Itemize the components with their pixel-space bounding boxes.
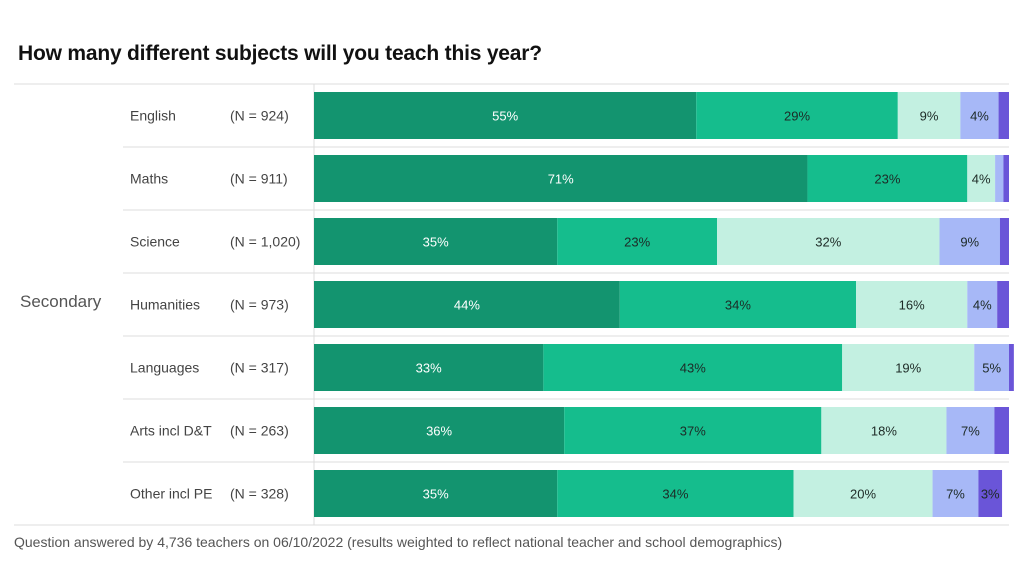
- bar-segment: [821, 407, 947, 454]
- footnote: Question answered by 4,736 teachers on 0…: [14, 534, 783, 550]
- data-label: 9%: [920, 109, 939, 124]
- data-label: 16%: [899, 298, 925, 313]
- data-label: 19%: [895, 361, 921, 376]
- bar-segment: [995, 155, 1004, 202]
- data-label: 18%: [871, 424, 897, 439]
- bar-segment: [974, 344, 1009, 391]
- bar-segment: [314, 281, 620, 328]
- category-label: Other incl PE: [130, 486, 212, 502]
- bar-segment: [314, 407, 565, 454]
- bar-segment: [619, 281, 857, 328]
- bar-segment: [932, 470, 979, 517]
- bar-segment: [314, 470, 558, 517]
- bar-segment: [314, 155, 808, 202]
- category-label: Science: [130, 234, 180, 250]
- bar-segment: [543, 344, 843, 391]
- category-label: English: [130, 108, 176, 124]
- bar-segment: [960, 92, 999, 139]
- chart-title: How many different subjects will you tea…: [18, 42, 542, 65]
- data-label: 35%: [423, 235, 449, 250]
- data-label: 4%: [972, 172, 991, 187]
- data-label: 9%: [960, 235, 979, 250]
- n-label: (N = 263): [230, 423, 289, 439]
- bar-segment: [997, 281, 1009, 328]
- data-label: 35%: [423, 487, 449, 502]
- bar-segment: [696, 92, 898, 139]
- n-label: (N = 924): [230, 108, 289, 124]
- data-label: 29%: [784, 109, 810, 124]
- data-label: 36%: [426, 424, 452, 439]
- n-label: (N = 317): [230, 360, 289, 376]
- category-label: Humanities: [130, 297, 200, 313]
- bar-segment: [807, 155, 968, 202]
- data-label: 33%: [416, 361, 442, 376]
- data-label: 20%: [850, 487, 876, 502]
- bar-segment: [793, 470, 933, 517]
- data-label: 37%: [680, 424, 706, 439]
- data-label: 34%: [662, 487, 688, 502]
- bar-segment: [946, 407, 995, 454]
- data-label: 55%: [492, 109, 518, 124]
- bar-segment: [314, 92, 697, 139]
- data-label: 3%: [981, 487, 1000, 502]
- bar-segment: [978, 470, 1003, 517]
- data-label: 23%: [624, 235, 650, 250]
- bar-segment: [842, 344, 975, 391]
- n-label: (N = 328): [230, 486, 289, 502]
- bar-segment: [967, 281, 998, 328]
- bar-segment: [557, 218, 718, 265]
- bar-segment: [897, 92, 961, 139]
- n-label: (N = 1,020): [230, 234, 300, 250]
- data-label: 5%: [982, 361, 1001, 376]
- bar-segment: [994, 407, 1009, 454]
- data-label: 7%: [961, 424, 980, 439]
- bar-segment: [999, 218, 1009, 265]
- data-label: 4%: [970, 109, 989, 124]
- data-label: 43%: [680, 361, 706, 376]
- data-label: 4%: [973, 298, 992, 313]
- bar-segment: [1003, 155, 1009, 202]
- bar-segment: [856, 281, 968, 328]
- category-label: Arts incl D&T: [130, 423, 212, 439]
- bar-segment: [314, 218, 558, 265]
- n-label: (N = 911): [230, 171, 288, 187]
- data-label: 23%: [874, 172, 900, 187]
- category-label: Languages: [130, 360, 199, 376]
- bar-segment: [557, 470, 794, 517]
- n-label: (N = 973): [230, 297, 289, 313]
- bar-segment: [314, 344, 544, 391]
- bar-segment: [717, 218, 940, 265]
- data-label: 34%: [725, 298, 751, 313]
- data-label: 32%: [815, 235, 841, 250]
- bar-segment: [967, 155, 996, 202]
- data-label: 44%: [454, 298, 480, 313]
- data-label: 71%: [548, 172, 574, 187]
- bar-segment: [1009, 344, 1014, 391]
- category-label: Maths: [130, 171, 168, 187]
- data-label: 7%: [946, 487, 965, 502]
- bar-segment: [998, 92, 1009, 139]
- bar-segment: [939, 218, 1000, 265]
- group-label: Secondary: [20, 292, 102, 311]
- bar-segment: [564, 407, 822, 454]
